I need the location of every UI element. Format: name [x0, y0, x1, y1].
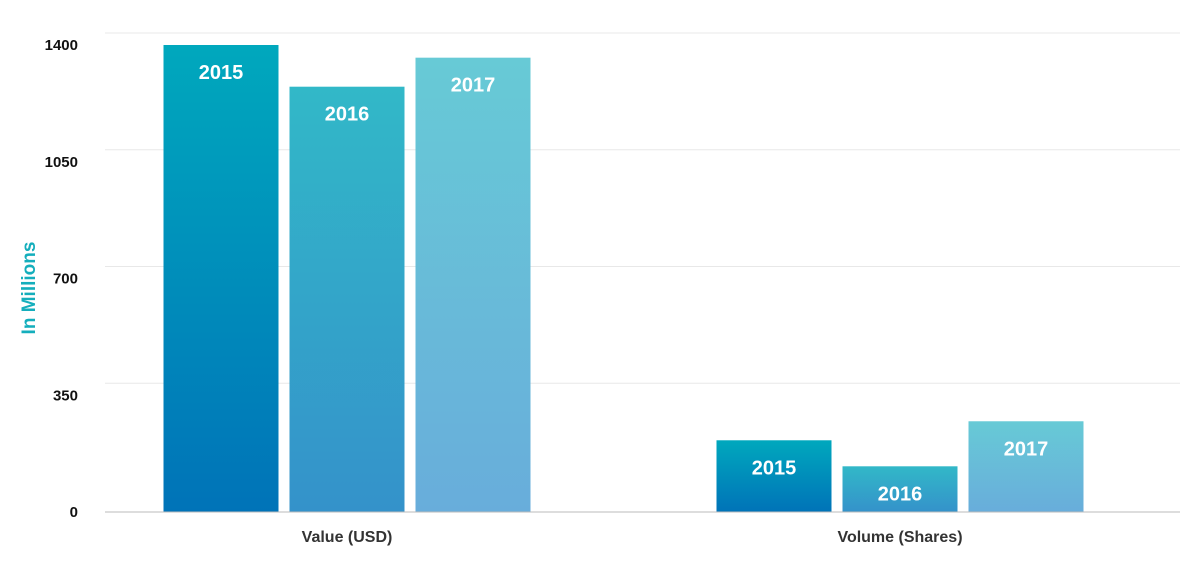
bar-label: 2015	[199, 62, 244, 84]
bar-2015-volume	[716, 440, 832, 512]
bar-2016-value	[289, 86, 405, 513]
bars: 2015 2016 2017 2015 2016 2017	[163, 45, 1084, 513]
y-tick-label: 700	[53, 271, 78, 288]
y-tick-label: 1400	[45, 37, 78, 54]
bar-2015-value	[163, 45, 279, 512]
bar-label: 2017	[451, 75, 496, 97]
gridlines	[105, 32, 1180, 384]
y-axis-label: In Millions	[19, 242, 40, 335]
bar-label: 2016	[325, 104, 370, 126]
y-tick-label: 0	[70, 504, 78, 521]
y-tick-label: 1050	[45, 154, 78, 171]
y-tick-label: 350	[53, 387, 78, 404]
bar-label: 2017	[1004, 438, 1049, 460]
bar-2017-volume	[968, 421, 1084, 512]
bar-2017-value	[415, 57, 531, 512]
bar-label: 2015	[752, 457, 797, 479]
bar-2016-volume	[842, 466, 958, 512]
axes: 0 350 700 1050 1400 Value (USD) Volume (Shares…	[45, 37, 1180, 546]
bar-label: 2016	[878, 483, 923, 505]
x-category-label: Value (USD)	[302, 529, 393, 546]
x-category-label: Volume (Shares)	[837, 529, 962, 546]
